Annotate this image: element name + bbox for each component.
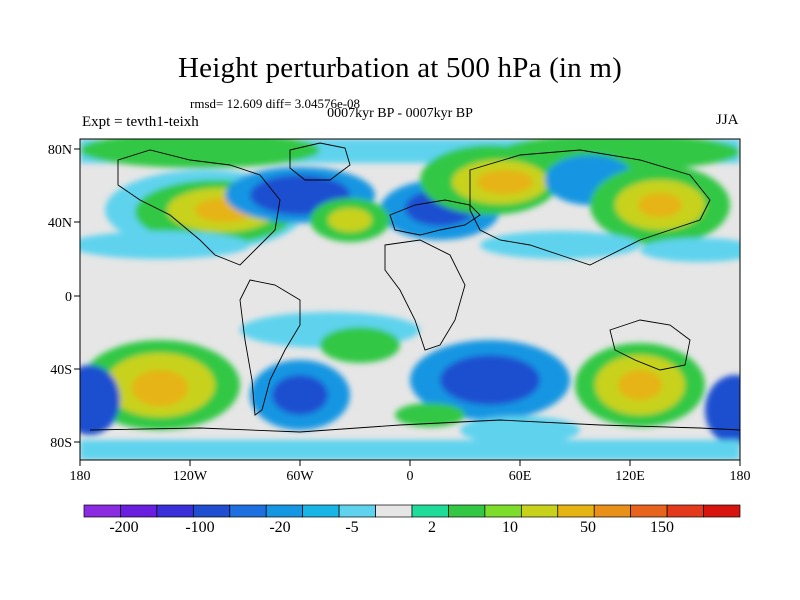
colorbar-swatch <box>666 504 704 518</box>
map-ticks <box>74 148 741 466</box>
y-tick-label: 0 <box>65 290 72 305</box>
colorbar-swatch <box>448 504 486 518</box>
x-tick-label: 180 <box>730 469 751 484</box>
colorbar-swatch <box>229 504 267 518</box>
colorbar-labels: -200 -100 -20 -5 2 10 50 150 <box>109 519 674 536</box>
y-tick-label: 80N <box>48 143 72 158</box>
colorbar-label: -200 <box>109 519 138 536</box>
x-tick-label: 180 <box>70 469 91 484</box>
x-tick-label: 120W <box>173 469 208 484</box>
colorbar-label: 150 <box>650 519 674 536</box>
stats-line: rmsd= 12.609 diff= 3.04576e-08 <box>190 96 361 111</box>
colorbar-label: 2 <box>428 519 436 536</box>
colorbar-swatch <box>484 504 522 518</box>
colorbar <box>83 504 741 518</box>
x-tick-label: 120E <box>615 469 645 484</box>
colorbar-label: -20 <box>269 519 290 536</box>
colorbar-swatch <box>83 504 121 518</box>
experiment-label: Expt = tevth1-teixh <box>82 114 199 130</box>
colorbar-swatch <box>338 504 376 518</box>
x-tick-label: 60W <box>286 469 314 484</box>
coastlines <box>89 142 740 433</box>
colorbar-swatch <box>192 504 231 518</box>
y-tick-label: 40S <box>50 363 72 378</box>
x-tick-label: 0 <box>407 469 414 484</box>
colorbar-swatch <box>265 504 304 518</box>
plot-title: Height perturbation at 500 hPa (in m) <box>178 52 622 84</box>
colorbar-swatch <box>520 504 559 518</box>
y-axis-labels: 80N 40N 0 40S 80S <box>48 143 72 451</box>
contour-field <box>80 139 740 460</box>
x-tick-label: 60E <box>509 469 532 484</box>
colorbar-swatch <box>120 504 158 518</box>
y-tick-label: 80S <box>50 436 72 451</box>
colorbar-swatch <box>557 504 595 518</box>
colorbar-swatch <box>703 504 741 518</box>
season-label: JJA <box>716 112 739 128</box>
colorbar-label: 50 <box>580 519 596 536</box>
period-label: 0007kyr BP - 0007kyr BP <box>327 106 473 121</box>
y-tick-label: 40N <box>48 216 72 231</box>
x-axis-labels: 180 120W 60W 0 60E 120E 180 <box>70 469 751 484</box>
colorbar-label: -100 <box>185 519 214 536</box>
colorbar-swatch <box>302 504 340 518</box>
colorbar-swatch <box>630 504 668 518</box>
colorbar-swatch <box>156 504 194 518</box>
colorbar-swatch <box>411 504 449 518</box>
colorbar-swatch <box>375 504 413 518</box>
colorbar-label: -5 <box>345 519 358 536</box>
colorbar-swatch <box>593 504 632 518</box>
colorbar-label: 10 <box>502 519 518 536</box>
